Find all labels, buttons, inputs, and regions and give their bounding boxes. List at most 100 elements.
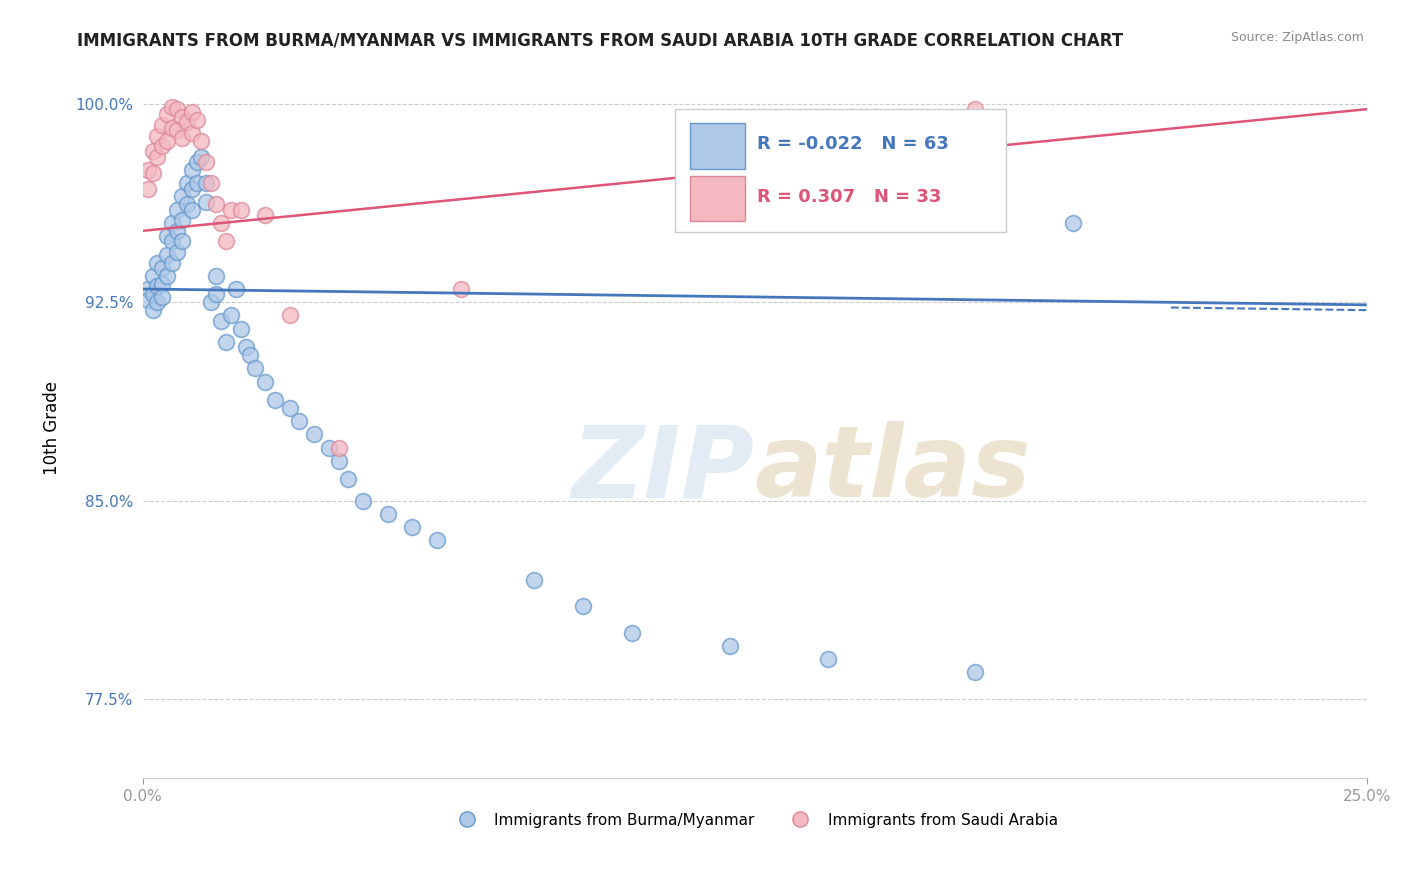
Text: IMMIGRANTS FROM BURMA/MYANMAR VS IMMIGRANTS FROM SAUDI ARABIA 10TH GRADE CORRELA: IMMIGRANTS FROM BURMA/MYANMAR VS IMMIGRA… xyxy=(77,31,1123,49)
Bar xyxy=(690,176,745,221)
Point xyxy=(425,533,447,548)
Point xyxy=(572,599,595,614)
Text: ZIP: ZIP xyxy=(572,421,755,518)
Point xyxy=(195,155,218,169)
Point xyxy=(166,102,188,116)
Point xyxy=(160,255,183,269)
Point xyxy=(205,197,228,211)
Point xyxy=(180,163,202,178)
Point xyxy=(190,134,212,148)
Point xyxy=(136,282,159,296)
Point xyxy=(278,401,301,415)
Point xyxy=(141,268,163,283)
Point xyxy=(190,150,212,164)
Point xyxy=(278,309,301,323)
Point xyxy=(450,282,472,296)
Point xyxy=(817,652,839,666)
Point xyxy=(180,202,202,217)
Point xyxy=(288,414,311,428)
Point xyxy=(146,128,169,143)
Point xyxy=(141,287,163,301)
Point xyxy=(156,134,179,148)
Point xyxy=(209,216,232,230)
Point xyxy=(146,295,169,310)
Point xyxy=(205,268,228,283)
Point xyxy=(141,145,163,159)
Point xyxy=(1062,216,1084,230)
Point xyxy=(239,348,262,362)
Point xyxy=(245,361,267,376)
Point xyxy=(254,375,277,389)
Point xyxy=(318,441,340,455)
FancyBboxPatch shape xyxy=(675,109,1005,232)
Point xyxy=(377,507,399,521)
Point xyxy=(170,110,193,124)
Point xyxy=(136,293,159,307)
Point xyxy=(186,112,208,127)
Point xyxy=(166,202,188,217)
Legend: Immigrants from Burma/Myanmar, Immigrants from Saudi Arabia: Immigrants from Burma/Myanmar, Immigrant… xyxy=(446,806,1064,834)
Point xyxy=(215,235,238,249)
Point xyxy=(150,260,173,275)
Point xyxy=(166,123,188,137)
Bar xyxy=(690,123,745,169)
Point xyxy=(523,573,546,587)
Point xyxy=(215,334,238,349)
Point xyxy=(229,202,252,217)
Point xyxy=(965,665,987,680)
Point xyxy=(156,107,179,121)
Point xyxy=(146,150,169,164)
Point xyxy=(146,279,169,293)
Point xyxy=(205,287,228,301)
Point xyxy=(166,224,188,238)
Point xyxy=(176,197,198,211)
Point xyxy=(150,118,173,132)
Point xyxy=(141,166,163,180)
Text: R = -0.022   N = 63: R = -0.022 N = 63 xyxy=(758,135,949,153)
Point xyxy=(229,321,252,335)
Point xyxy=(150,290,173,304)
Point xyxy=(141,303,163,318)
Point xyxy=(718,639,741,653)
Point xyxy=(160,99,183,113)
Point xyxy=(200,176,222,190)
Point xyxy=(219,309,242,323)
Point xyxy=(180,181,202,195)
Point xyxy=(965,102,987,116)
Point xyxy=(328,441,350,455)
Point xyxy=(156,229,179,244)
Point xyxy=(156,268,179,283)
Point xyxy=(150,277,173,291)
Point xyxy=(180,126,202,140)
Point xyxy=(170,235,193,249)
Point xyxy=(176,176,198,190)
Point xyxy=(235,340,257,354)
Text: R = 0.307   N = 33: R = 0.307 N = 33 xyxy=(758,187,942,205)
Point xyxy=(195,194,218,209)
Point xyxy=(136,181,159,195)
Point xyxy=(166,244,188,259)
Point xyxy=(186,176,208,190)
Point xyxy=(328,454,350,468)
Point xyxy=(302,427,325,442)
Text: Source: ZipAtlas.com: Source: ZipAtlas.com xyxy=(1230,31,1364,45)
Point xyxy=(195,176,218,190)
Point xyxy=(352,493,374,508)
Point xyxy=(136,163,159,178)
Point xyxy=(160,216,183,230)
Point xyxy=(186,155,208,169)
Y-axis label: 10th Grade: 10th Grade xyxy=(44,381,60,475)
Point xyxy=(170,131,193,145)
Point xyxy=(180,104,202,119)
Text: atlas: atlas xyxy=(755,421,1031,518)
Point xyxy=(621,625,644,640)
Point xyxy=(209,314,232,328)
Point xyxy=(160,235,183,249)
Point xyxy=(401,520,423,534)
Point xyxy=(170,213,193,227)
Point xyxy=(219,202,242,217)
Point xyxy=(254,208,277,222)
Point xyxy=(146,255,169,269)
Point xyxy=(156,247,179,261)
Point xyxy=(150,139,173,153)
